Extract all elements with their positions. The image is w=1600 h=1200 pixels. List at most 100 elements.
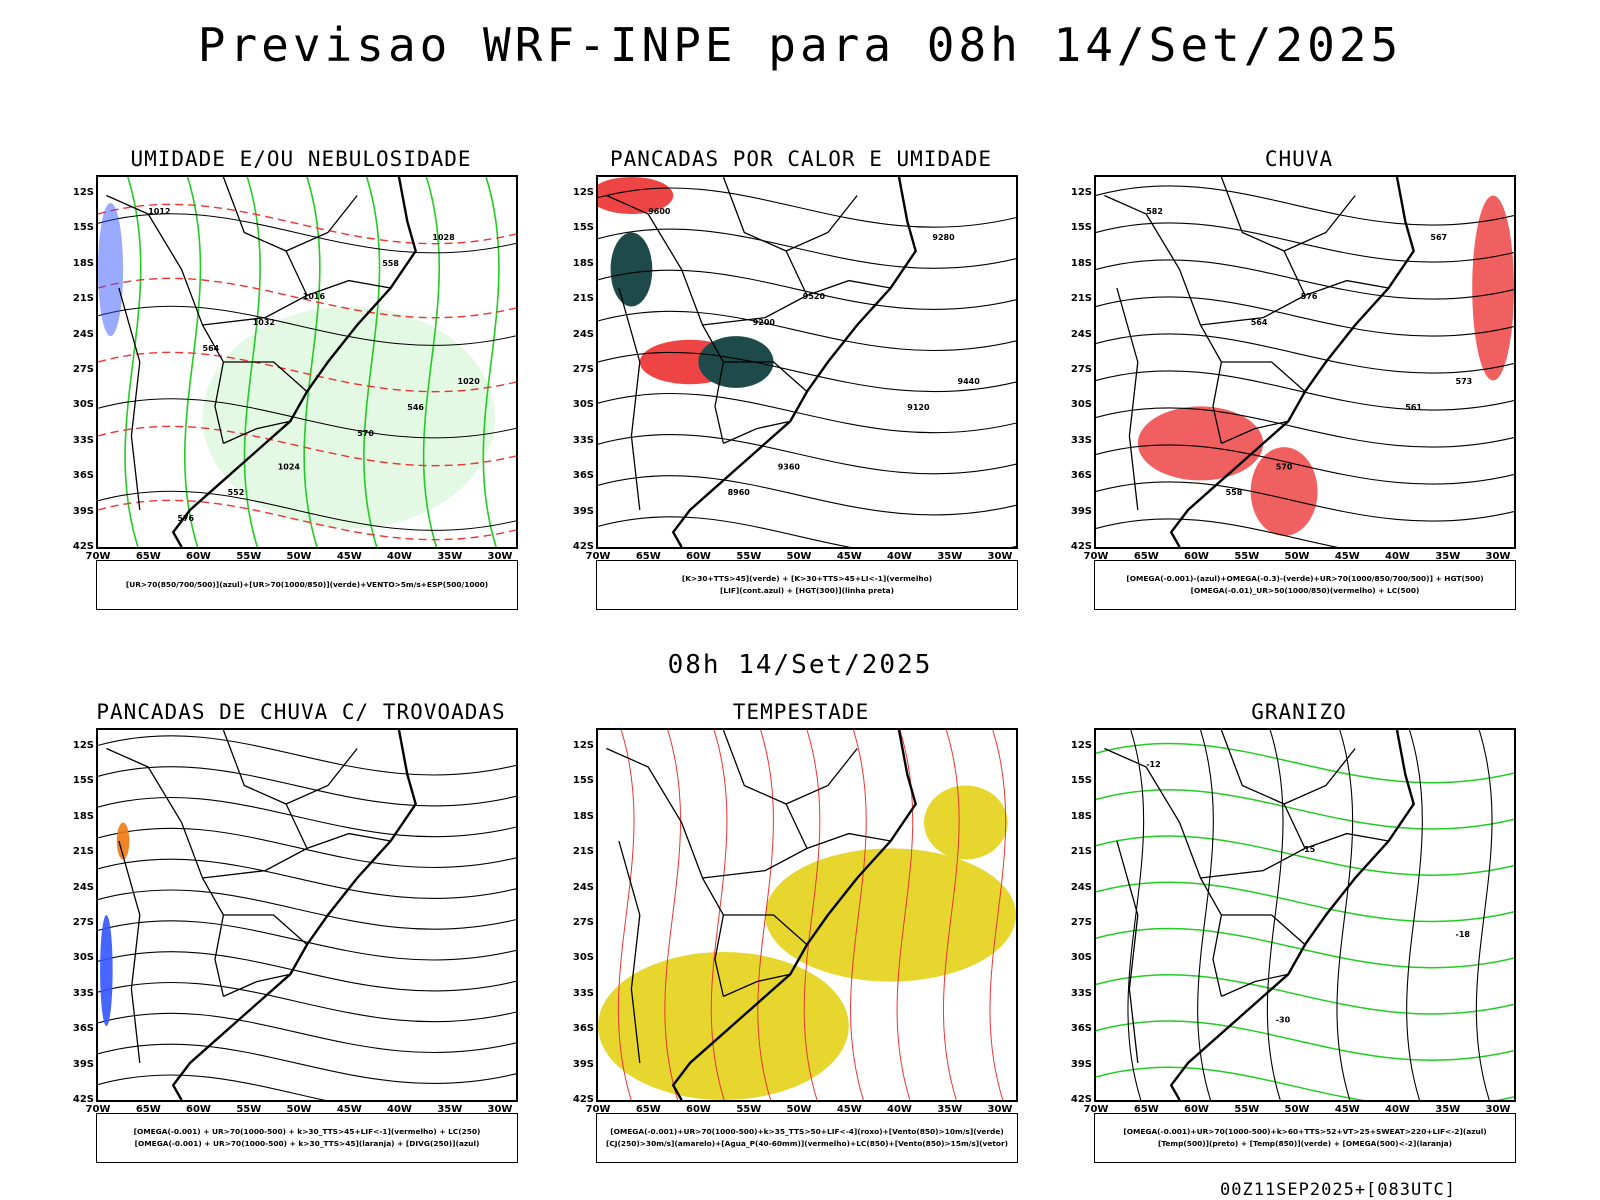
- country-border: [723, 914, 808, 946]
- lat-tick-label: 12S: [1070, 740, 1092, 751]
- lon-tick-label: 35W: [1435, 551, 1461, 562]
- country-border: [785, 803, 808, 849]
- contour-line: [98, 351, 516, 393]
- country-border: [722, 177, 858, 252]
- country-border: [1221, 914, 1306, 946]
- contour-line: [1096, 481, 1514, 522]
- shaded-area: [116, 822, 130, 860]
- country-border: [1283, 803, 1306, 849]
- contour-label: 570: [1276, 462, 1293, 471]
- lon-tick-label: 30W: [987, 1104, 1013, 1115]
- contour-line: [1096, 518, 1339, 547]
- contour-line: [1336, 730, 1354, 1100]
- contour-line: [1096, 789, 1514, 830]
- lat-tick-label: 15S: [572, 222, 594, 234]
- contour-line: [482, 177, 500, 547]
- coastline: [671, 730, 918, 1100]
- lat-tick-label: 33S: [72, 434, 94, 446]
- lon-tick-label: 30W: [1485, 551, 1511, 562]
- country-border: [723, 361, 808, 393]
- lat-tick-label: 30S: [72, 952, 94, 964]
- lat-tick-label: 42S: [1070, 541, 1092, 552]
- coastline: [171, 730, 418, 1100]
- contour-line: [98, 305, 516, 346]
- shaded-area: [98, 202, 124, 337]
- panel-granizo: GRANIZO -12 -15 -18 -30 [OMEGA(-0.001)+UR>7…: [1064, 700, 1534, 1180]
- shaded-area: [598, 952, 849, 1100]
- panel-trovoadas: PANCADAS DE CHUVA C/ TROVOADAS [OMEGA(-0…: [66, 700, 536, 1180]
- lat-tick-label: 33S: [72, 987, 94, 999]
- contour-label: 1032: [253, 318, 275, 327]
- lon-tick-label: 45W: [836, 551, 862, 562]
- map-frame: 582 576 573 570 567 564 561 558: [1094, 175, 1516, 549]
- lon-tick-label: 60W: [1184, 551, 1209, 562]
- lat-tick-label: 27S: [572, 917, 594, 928]
- coastline: [1169, 730, 1416, 1100]
- lat-tick-label: 33S: [572, 434, 594, 446]
- contour-label: 558: [1226, 488, 1243, 497]
- map-frame: 9600 9520 9440 9360 9280 9200 9120 8960: [596, 175, 1018, 549]
- lon-tick-label: 70W: [85, 1104, 111, 1115]
- contour-line: [598, 310, 1016, 352]
- country-border: [702, 832, 891, 879]
- lat-tick-label: 30S: [1070, 399, 1092, 411]
- contour-label: 1024: [278, 462, 301, 471]
- lon-tick-label: 55W: [236, 551, 262, 562]
- lat-tick-label: 42S: [72, 1094, 94, 1105]
- contour-label: 1012: [148, 207, 170, 216]
- lon-tick-label: 60W: [1184, 1104, 1209, 1115]
- lon-tick-label: 45W: [1334, 551, 1360, 562]
- contour-line: [98, 490, 516, 531]
- lat-tick-label: 24S: [572, 328, 594, 340]
- lat-tick-label: 30S: [572, 952, 594, 964]
- contour-label: 9200: [753, 318, 776, 327]
- contour-line: [1127, 730, 1145, 1100]
- lat-tick-label: 15S: [1070, 222, 1092, 234]
- lon-tick-label: 40W: [387, 551, 412, 562]
- legend-line: [OMEGA(-0.001) + UR>70(1000-500) + k>30_…: [133, 1127, 481, 1136]
- lat-tick-label: 18S: [572, 810, 594, 822]
- lon-tick-label: 50W: [786, 551, 812, 562]
- contour-line: [850, 730, 867, 1100]
- lat-tick-label: 39S: [72, 1058, 94, 1070]
- contour-label: 558: [382, 259, 399, 268]
- legend-line: [OMEGA(-0.001) + UR>70(1000-500) + k>30_…: [134, 1139, 480, 1148]
- lat-tick-label: 15S: [1070, 775, 1092, 787]
- lat-tick-label: 42S: [1070, 1094, 1092, 1105]
- contour-line: [98, 951, 516, 992]
- contour-line: [98, 796, 516, 838]
- legend-line: [K>30+TTS>45](verde) + [K>30+TTS>45+LI<-…: [681, 574, 933, 583]
- legend-line: [OMEGA(-0.001)+UR>70(1000-500)+k>60+TTS>…: [1123, 1127, 1487, 1136]
- contour-label: 567: [1430, 233, 1447, 242]
- panel-tempestade: TEMPESTADE [OMEGA(-0.001)+UR>70(1000-500…: [566, 700, 1036, 1180]
- contour-label: 9120: [907, 403, 930, 412]
- shaded-area: [1250, 447, 1318, 536]
- country-border: [1221, 973, 1289, 997]
- lat-tick-label: 30S: [572, 399, 594, 411]
- lon-tick-label: 65W: [135, 551, 161, 562]
- map-frame: [96, 728, 518, 1102]
- contour-line: [98, 1074, 326, 1100]
- lat-tick-label: 36S: [72, 1023, 94, 1035]
- lon-tick-label: 30W: [987, 551, 1013, 562]
- lon-tick-label: 60W: [186, 1104, 211, 1115]
- country-border: [222, 730, 358, 805]
- shaded-area: [765, 848, 1016, 982]
- lat-tick-label: 24S: [1070, 881, 1092, 893]
- contour-line: [1096, 222, 1514, 263]
- contour-label: 9360: [778, 462, 801, 471]
- map-canvas: 1012 1016 1020 1024 1028 1032 546 552 558 564 570 5…: [98, 177, 516, 547]
- country-border: [723, 973, 791, 997]
- contour-line: [98, 920, 516, 961]
- lon-tick-label: 45W: [336, 1104, 362, 1115]
- contour-label: 1020: [458, 377, 481, 386]
- lon-tick-label: 60W: [686, 1104, 711, 1115]
- contour-line: [1096, 407, 1514, 448]
- lon-tick-label: 70W: [585, 551, 611, 562]
- contour-line: [1096, 1020, 1514, 1061]
- panel-title: GRANIZO: [1251, 700, 1347, 724]
- lat-tick-label: 39S: [72, 505, 94, 517]
- lon-tick-label: 35W: [937, 551, 963, 562]
- lat-tick-label: 27S: [1070, 917, 1092, 928]
- lon-tick-label: 60W: [186, 551, 211, 562]
